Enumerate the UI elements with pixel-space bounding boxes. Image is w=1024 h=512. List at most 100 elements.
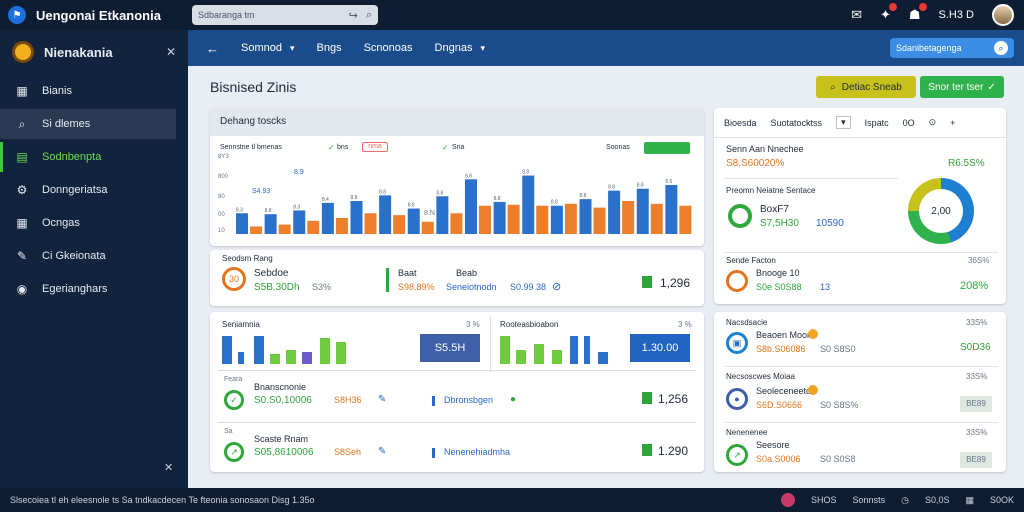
mini-bar <box>500 336 510 364</box>
footer-item[interactable]: SHOS <box>811 495 837 505</box>
footer-item[interactable]: Sonnsts <box>852 495 886 505</box>
row-name: Bnooge 10 <box>756 268 800 278</box>
chevron-down-icon[interactable]: ▾ <box>289 42 295 53</box>
bar-nma-9 <box>507 204 520 234</box>
plus-icon[interactable]: + <box>950 117 956 128</box>
summary-card: Seodsm Rang 30 Sebdoe S5B.30Dh S3% Baat … <box>210 250 704 306</box>
sidebar-item-ocngas[interactable]: ▦ Ocngas <box>0 208 188 238</box>
bar-bns-13 <box>608 190 621 234</box>
right-head-label: Senn Aan Nnechee <box>726 144 804 154</box>
footer-item[interactable]: S0,0S <box>924 495 950 505</box>
sidebar-item-label: Si dlemes <box>42 118 91 130</box>
tab-bioesda[interactable]: Bioesda <box>724 117 757 128</box>
back-arrow-icon[interactable]: ← <box>206 40 219 56</box>
list-value: S0a.S0006 <box>756 454 801 464</box>
bar-label-13: 8.8 <box>608 185 615 191</box>
summary-label: Seodsm Rang <box>222 254 273 263</box>
search-icon: ⌕ <box>18 116 26 131</box>
sidebar-item-bianis[interactable]: ▦ Bianis <box>0 76 188 106</box>
chevron-down-icon[interactable]: ▾ <box>480 42 485 53</box>
global-search-input[interactable]: Sdbaranga tm ↪ ⌕ <box>192 5 378 25</box>
message-icon[interactable]: ✉ <box>851 7 862 22</box>
search-icon[interactable]: ⊙ <box>928 117 937 127</box>
panels-card: Seniamnia 3 % S5.5H Rooteasbioabon 3 % 1… <box>210 312 704 472</box>
mid-label: Baat <box>398 268 417 278</box>
search-icon[interactable]: ⌕ <box>365 8 372 21</box>
green-action-button[interactable]: Snor ter tser ✓ <box>920 76 1004 98</box>
row-muted: S8Seh <box>334 447 362 457</box>
nav-item-bngs[interactable]: Bngs <box>316 42 342 54</box>
summary-muted: S3% <box>312 282 332 292</box>
close-icon[interactable]: ✕ <box>164 462 174 474</box>
legend-bns: bns <box>337 144 349 151</box>
panel-a-value-box: S5.5H <box>420 334 480 362</box>
sidebar-item-sodnbenpta[interactable]: ▤ Sodnbenpta <box>0 142 188 172</box>
page-title: Bisnised Zinis <box>210 79 297 95</box>
bar-nma-2 <box>307 220 320 234</box>
search-icon[interactable]: ⌕ <box>994 41 1008 55</box>
bell-icon[interactable]: ✦ <box>880 3 897 23</box>
nav-item-scnonoas[interactable]: Scnonoas <box>363 42 413 54</box>
bar-label-14: 8.8 <box>637 183 644 189</box>
edit-icon: ✎ <box>16 249 28 263</box>
user-label[interactable]: S.H3 D <box>938 9 974 21</box>
sidebar-item-ci-gkeionata[interactable]: ✎ Ci Gkeionata <box>0 241 188 271</box>
record-icon[interactable] <box>781 493 796 507</box>
divider <box>724 178 898 179</box>
mini-bar <box>336 342 346 364</box>
sidebar-item-donngeriatsa[interactable]: ⚙ Donngeriatsa <box>0 175 188 205</box>
ring-icon: ● <box>726 388 748 410</box>
bar-label-2: 8.3 <box>293 204 300 210</box>
mini-bar <box>598 352 608 364</box>
sidebar-item-si-dlemes[interactable]: ⌕ Si dlemes <box>0 109 176 139</box>
list-label: Necsoscwes Moiaa <box>726 372 795 381</box>
avatar[interactable] <box>992 4 1014 26</box>
bar-label-4: 8.8 <box>351 195 358 201</box>
mini-bar <box>570 336 578 364</box>
tab-ispatc[interactable]: Ispatc <box>864 117 889 128</box>
chevron-down-icon[interactable]: ▾ <box>836 116 851 129</box>
bar-label-6: 8.8 <box>408 203 415 209</box>
row-link[interactable]: Nenenehiadmha <box>444 447 511 457</box>
arrow-right-icon[interactable]: ↪ <box>348 9 358 22</box>
grid-icon: ▦ <box>16 84 28 98</box>
sidebar-item-egerianghars[interactable]: ◉ Egerianghars <box>0 274 188 304</box>
donut-chart: 2,00 <box>908 178 974 244</box>
sidebar-item-label: Bianis <box>42 85 72 97</box>
chart-annotation: S4.93 <box>252 188 271 195</box>
link-icon[interactable]: ⊘ <box>552 281 562 293</box>
top-bar: ⚑ Uengonai Etkanonia Sdbaranga tm ↪ ⌕ ✉ … <box>0 0 1024 30</box>
users-icon[interactable]: ☗ <box>909 3 927 23</box>
bar-bns-1 <box>264 214 277 234</box>
bar-label-11: 8.8 <box>551 200 558 206</box>
bar-bns-5 <box>379 195 392 234</box>
tab-suotatocktss[interactable]: Suotatocktss <box>770 117 823 128</box>
row-pct-top: 36S% <box>968 256 990 265</box>
yellow-action-button[interactable]: ⌕ Detiac Sneab <box>816 76 916 98</box>
tab-00[interactable]: 0O <box>902 117 915 128</box>
nav-item-dngnas[interactable]: Dngnas <box>434 42 473 54</box>
row-caption: Sa <box>224 428 233 435</box>
bar-label-5: 8.8 <box>379 189 386 195</box>
nav-search-input[interactable]: Sdanibetagenga ⌕ <box>890 38 1014 58</box>
footer-item[interactable]: S0OK <box>989 495 1014 505</box>
mini-bar <box>534 344 544 364</box>
bar-label-10: 8.8 <box>522 170 529 176</box>
bar-label-12: 8.8 <box>580 193 587 199</box>
nav-item-somnod[interactable]: Somnod <box>241 42 282 54</box>
right-head-value: S8,S60020% <box>726 158 785 169</box>
close-icon[interactable]: ✕ <box>165 45 176 59</box>
y-tick: 800 <box>218 174 229 180</box>
legend-green-toggle[interactable] <box>644 142 690 154</box>
bar-bns-11 <box>550 205 563 234</box>
bar-nma-14 <box>650 203 663 234</box>
legend-nma[interactable]: nma <box>362 142 388 152</box>
chart-card: Dehang toscks Sennstne tl bmenas ✓ bns n… <box>210 108 704 246</box>
row-link[interactable]: Dbronsbgen <box>444 395 494 405</box>
search-icon: ⌕ <box>830 81 836 93</box>
summary-name: Sebdoe <box>254 268 289 279</box>
edit-icon[interactable]: ✎ <box>378 446 387 457</box>
edit-icon[interactable]: ✎ <box>378 394 387 405</box>
sidebar-brand: Nienakania <box>44 44 113 60</box>
mid-value: Seneiotnodn <box>446 282 497 292</box>
